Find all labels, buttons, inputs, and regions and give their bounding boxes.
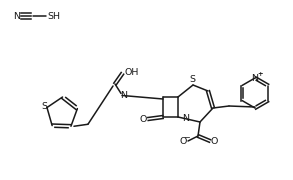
- Text: O: O: [179, 138, 187, 147]
- Text: N: N: [251, 73, 258, 82]
- Text: −: −: [184, 134, 190, 143]
- Text: N: N: [13, 12, 21, 21]
- Text: N: N: [182, 114, 189, 123]
- Text: +: +: [257, 71, 263, 77]
- Text: N: N: [120, 91, 127, 100]
- Text: SH: SH: [47, 12, 60, 21]
- Text: S: S: [189, 75, 195, 84]
- Text: O: O: [210, 136, 218, 145]
- Text: O: O: [139, 114, 147, 123]
- Text: OH: OH: [125, 68, 139, 77]
- Text: S: S: [41, 102, 47, 111]
